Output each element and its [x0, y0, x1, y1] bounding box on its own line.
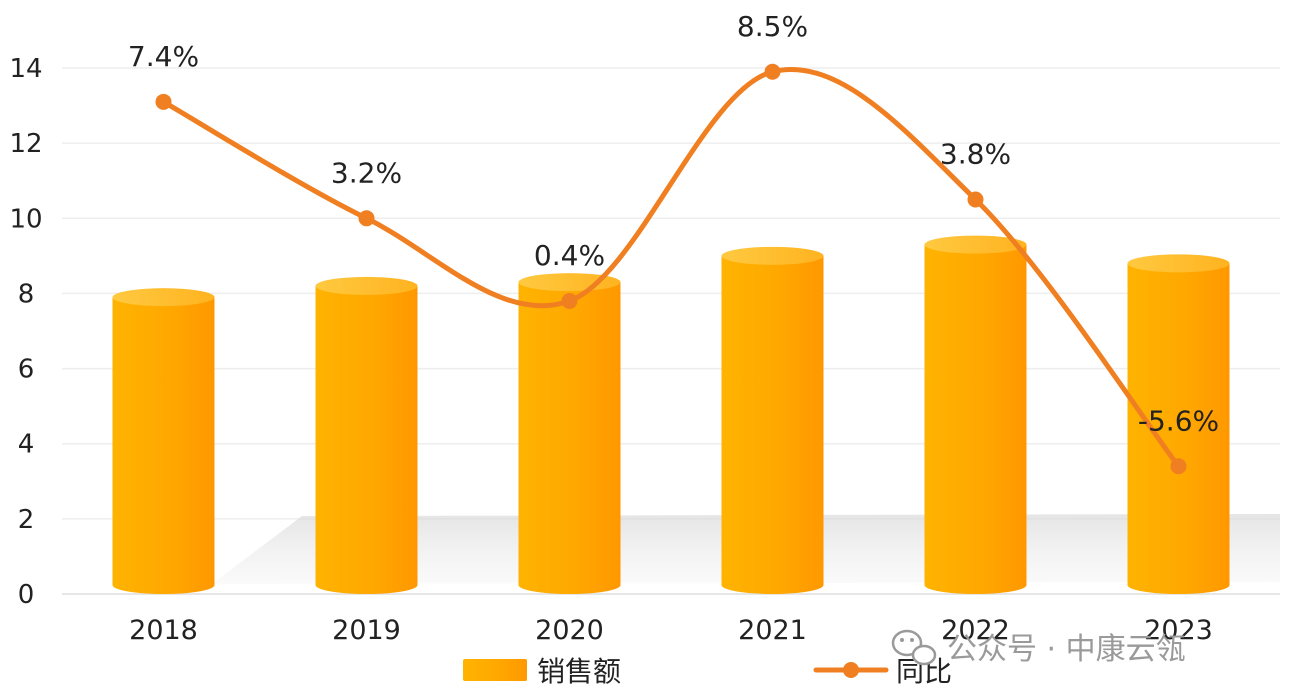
yoy-marker-2021 — [764, 63, 781, 80]
y-tick-label: 12 — [9, 129, 42, 159]
bar-cap — [924, 235, 1027, 254]
bar-body — [721, 255, 824, 594]
x-tick-label: 2023 — [1144, 615, 1213, 646]
x-tick-label: 2018 — [129, 615, 198, 646]
data-labels: 7.4% 3.2% 0.4% 8.5% 3.8% -5.6% — [128, 10, 1219, 438]
bar-2023 — [1127, 254, 1230, 594]
y-tick-label: 14 — [9, 54, 42, 84]
bar-cap — [315, 276, 418, 295]
yoy-data-label: 3.2% — [331, 156, 402, 189]
yoy-data-label: 0.4% — [534, 239, 605, 272]
watermark-text: 公众号 · 中康云瓴 — [947, 632, 1186, 667]
x-tick-label: 2021 — [738, 615, 807, 646]
yoy-marker-2020 — [561, 292, 578, 309]
y-tick-label: 2 — [18, 505, 35, 535]
gridlines — [62, 67, 1280, 595]
x-tick-label: 2019 — [332, 615, 401, 646]
yoy-marker-2019 — [358, 210, 375, 227]
y-tick-label: 10 — [9, 204, 42, 234]
x-tick-label: 2022 — [941, 615, 1010, 646]
legend-line-marker — [843, 662, 859, 678]
bar-body — [112, 297, 215, 594]
yoy-line — [161, 67, 1181, 469]
legend-bar-swatch — [463, 659, 527, 681]
bar-2022 — [924, 235, 1027, 595]
y-axis: 0 2 4 6 8 10 12 14 — [9, 54, 42, 610]
bar-2021 — [721, 246, 824, 594]
bar-cap — [112, 288, 215, 307]
bar-2020 — [518, 273, 621, 594]
x-tick-label: 2020 — [535, 615, 604, 646]
wechat-icon — [891, 629, 937, 666]
bar-2019 — [315, 276, 418, 594]
legend-item-sales: 销售额 — [463, 655, 621, 688]
bar-series — [112, 235, 1230, 595]
yoy-data-label: 3.8% — [940, 138, 1011, 171]
bar-body — [924, 244, 1027, 595]
y-tick-label: 6 — [18, 355, 35, 385]
y-tick-label: 4 — [18, 430, 35, 460]
x-axis: 2018 2019 2020 2021 2022 2023 — [129, 615, 1213, 646]
legend-label-sales: 销售额 — [537, 655, 621, 688]
watermark: 公众号 · 中康云瓴 — [891, 629, 1186, 667]
bar-body — [518, 282, 621, 594]
bar-cap — [1127, 254, 1230, 273]
bar-cap — [721, 246, 824, 265]
bar-body — [1127, 263, 1230, 594]
y-tick-label: 8 — [18, 279, 35, 309]
yoy-data-label: 7.4% — [128, 40, 199, 73]
yoy-marker-2018 — [155, 93, 172, 110]
y-tick-label: 0 — [18, 580, 35, 610]
yoy-data-label: 8.5% — [737, 10, 808, 43]
legend: 销售额 同比 — [463, 655, 952, 688]
bar-2018 — [112, 288, 215, 594]
yoy-marker-2023 — [1170, 458, 1187, 475]
yoy-marker-2022 — [967, 191, 984, 208]
line-series — [155, 63, 1187, 475]
yoy-data-label: -5.6% — [1138, 404, 1219, 437]
bar-body — [315, 285, 418, 594]
